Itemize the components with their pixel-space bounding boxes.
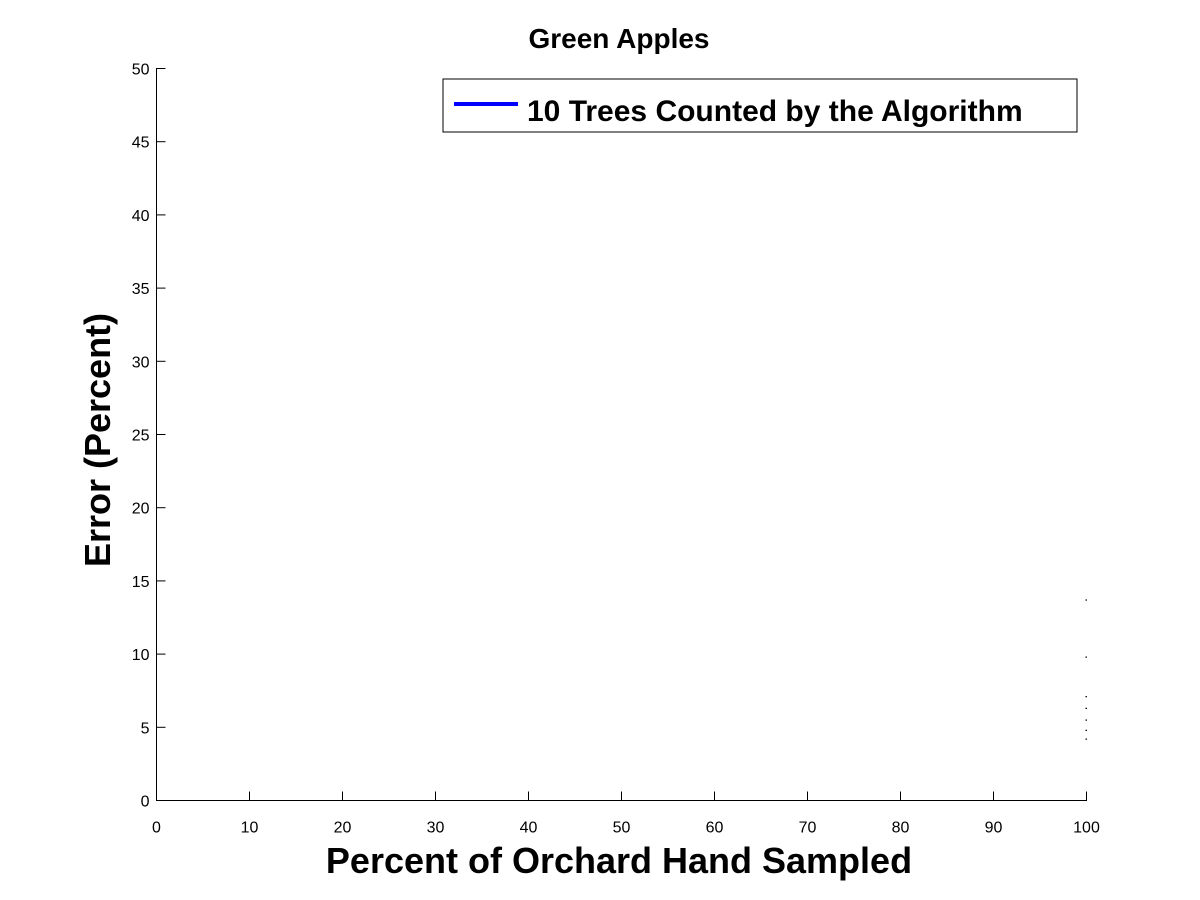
x-tick-label: 100 bbox=[1073, 820, 1100, 837]
series-point bbox=[1085, 707, 1087, 709]
x-tick-label: 30 bbox=[427, 820, 445, 837]
y-tick-label: 50 bbox=[132, 62, 150, 79]
x-tick-label: 40 bbox=[520, 820, 538, 837]
y-tick-label: 45 bbox=[132, 135, 150, 152]
x-tick-label: 10 bbox=[241, 820, 259, 837]
x-tick-label: 90 bbox=[985, 820, 1003, 837]
y-tick-label: 0 bbox=[141, 794, 150, 811]
y-tick-label: 15 bbox=[132, 574, 150, 591]
y-tick-label: 5 bbox=[141, 720, 150, 737]
series-point bbox=[1085, 738, 1087, 740]
chart-title: Green Apples bbox=[528, 23, 709, 54]
legend: 10 Trees Counted by the Algorithm bbox=[442, 78, 1078, 133]
y-tick-label: 20 bbox=[132, 501, 150, 518]
series-layer bbox=[1085, 599, 1087, 740]
x-axis-label: Percent of Orchard Hand Sampled bbox=[326, 840, 912, 881]
y-tick-label: 10 bbox=[132, 647, 150, 664]
series-point bbox=[1085, 719, 1087, 721]
legend-entry-label: 10 Trees Counted by the Algorithm bbox=[527, 95, 1023, 128]
x-tick-label: 20 bbox=[334, 820, 352, 837]
x-tick-label: 50 bbox=[613, 820, 631, 837]
series-point bbox=[1085, 729, 1087, 731]
y-tick-label: 30 bbox=[132, 354, 150, 371]
series-point bbox=[1085, 656, 1087, 658]
y-axis-label: Error (Percent) bbox=[77, 313, 118, 567]
y-tick-label: 25 bbox=[132, 428, 150, 445]
series-point bbox=[1085, 696, 1087, 698]
y-tick-label: 40 bbox=[132, 208, 150, 225]
y-tick-label: 35 bbox=[132, 281, 150, 298]
x-tick-label: 70 bbox=[799, 820, 817, 837]
legend-box bbox=[442, 78, 1078, 133]
series-point bbox=[1085, 599, 1087, 601]
y-ticks: 0 5 10 15 20 25 30 35 40 45 50 bbox=[132, 62, 166, 811]
x-tick-label: 0 bbox=[152, 820, 161, 837]
x-tick-label: 80 bbox=[892, 820, 910, 837]
plot-area bbox=[156, 68, 1087, 801]
x-ticks: 0 10 20 30 40 50 60 70 80 90 100 bbox=[152, 791, 1100, 837]
x-tick-label: 60 bbox=[706, 820, 724, 837]
